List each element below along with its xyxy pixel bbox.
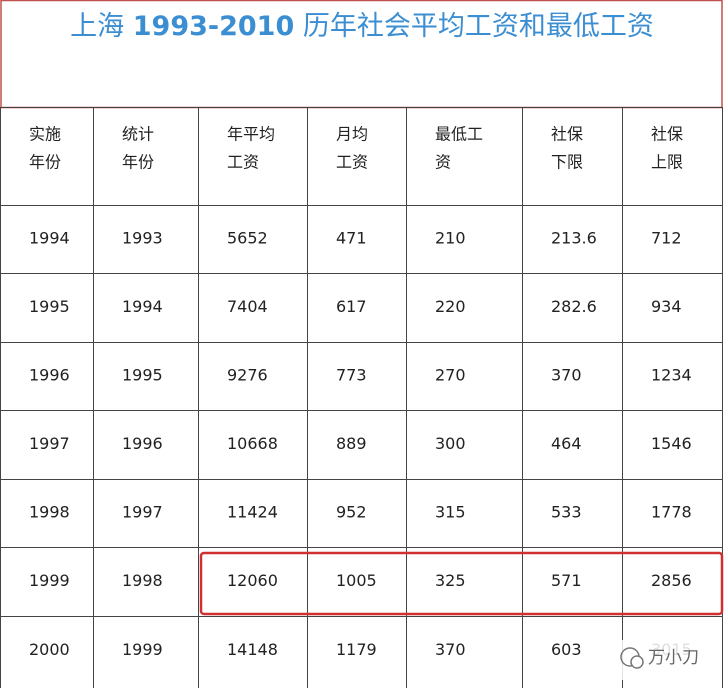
table-cell: 1778: [651, 503, 692, 522]
table-cell: 1999: [122, 640, 163, 659]
table-cell: 12060: [227, 571, 278, 590]
table-cell: 533: [551, 503, 582, 522]
header-cell: 最低工: [435, 125, 483, 144]
table-cell: 1997: [29, 434, 70, 453]
table-cell: 571: [551, 571, 582, 590]
table-cell: 603: [551, 640, 582, 659]
title-part: 上海: [70, 11, 133, 42]
table-cell: 370: [435, 640, 466, 659]
title-part: 1993-2010: [133, 11, 295, 42]
table-cell: 300: [435, 434, 466, 453]
header-cell: 月均: [336, 125, 368, 144]
table-cell: 1997: [122, 503, 163, 522]
table-cell: 11424: [227, 503, 278, 522]
header-cell: 上限: [651, 153, 683, 172]
table-cell: 14148: [227, 640, 278, 659]
table-cell: 712: [651, 229, 682, 248]
table-cell: 934: [651, 297, 682, 316]
watermark-text: 万小刀: [648, 648, 699, 668]
title: 上海 1993-2010 历年社会平均工资和最低工资: [70, 11, 654, 42]
header-cell: 工资: [336, 153, 368, 172]
table-cell: 773: [336, 366, 367, 385]
watermark: 万小刀: [612, 640, 722, 680]
header-cell: 资: [435, 153, 451, 172]
header-cell: 下限: [551, 153, 583, 172]
table-cell: 1234: [651, 366, 692, 385]
header-cell: 年份: [122, 153, 154, 172]
header-cell: 社保: [551, 125, 583, 144]
table-cell: 471: [336, 229, 367, 248]
table-cell: 7404: [227, 297, 268, 316]
table-cell: 889: [336, 434, 367, 453]
table-cell: 464: [551, 434, 582, 453]
table-cell: 1994: [29, 229, 70, 248]
table-cell: 617: [336, 297, 367, 316]
table-cell: 270: [435, 366, 466, 385]
table-cell: 1993: [122, 229, 163, 248]
table-cell: 952: [336, 503, 367, 522]
title-part: 历年社会平均工资和最低工资: [294, 11, 654, 42]
table-cell: 325: [435, 571, 466, 590]
header-cell: 年平均: [227, 125, 275, 144]
table-cell: 1546: [651, 434, 692, 453]
table-cell: 315: [435, 503, 466, 522]
header-cell: 统计: [122, 125, 154, 144]
table-cell: 9276: [227, 366, 268, 385]
table-cell: 10668: [227, 434, 278, 453]
watermark-icon: [630, 655, 644, 669]
header-cell: 年份: [29, 153, 61, 172]
table-cell: 213.6: [551, 229, 597, 248]
table-cell: 1996: [29, 366, 70, 385]
table-cell: 370: [551, 366, 582, 385]
table-cell: 1998: [29, 503, 70, 522]
header-cell: 工资: [227, 153, 259, 172]
table-cell: 1994: [122, 297, 163, 316]
table-cell: 282.6: [551, 297, 597, 316]
table-cell: 2000: [29, 640, 70, 659]
table-cell: 220: [435, 297, 466, 316]
table-cell: 210: [435, 229, 466, 248]
header-cell: 实施: [29, 125, 61, 144]
table-cell: 1995: [122, 366, 163, 385]
table-cell: 1995: [29, 297, 70, 316]
table-cell: 1005: [336, 571, 377, 590]
table-cell: 2856: [651, 571, 692, 590]
table-cell: 1996: [122, 434, 163, 453]
table-cell: 1999: [29, 571, 70, 590]
watermark-bg: [612, 640, 722, 680]
table-cell: 1179: [336, 640, 377, 659]
table-cell: 5652: [227, 229, 268, 248]
table-cell: 1998: [122, 571, 163, 590]
header-cell: 社保: [651, 125, 683, 144]
highlight-box: [199, 551, 724, 616]
